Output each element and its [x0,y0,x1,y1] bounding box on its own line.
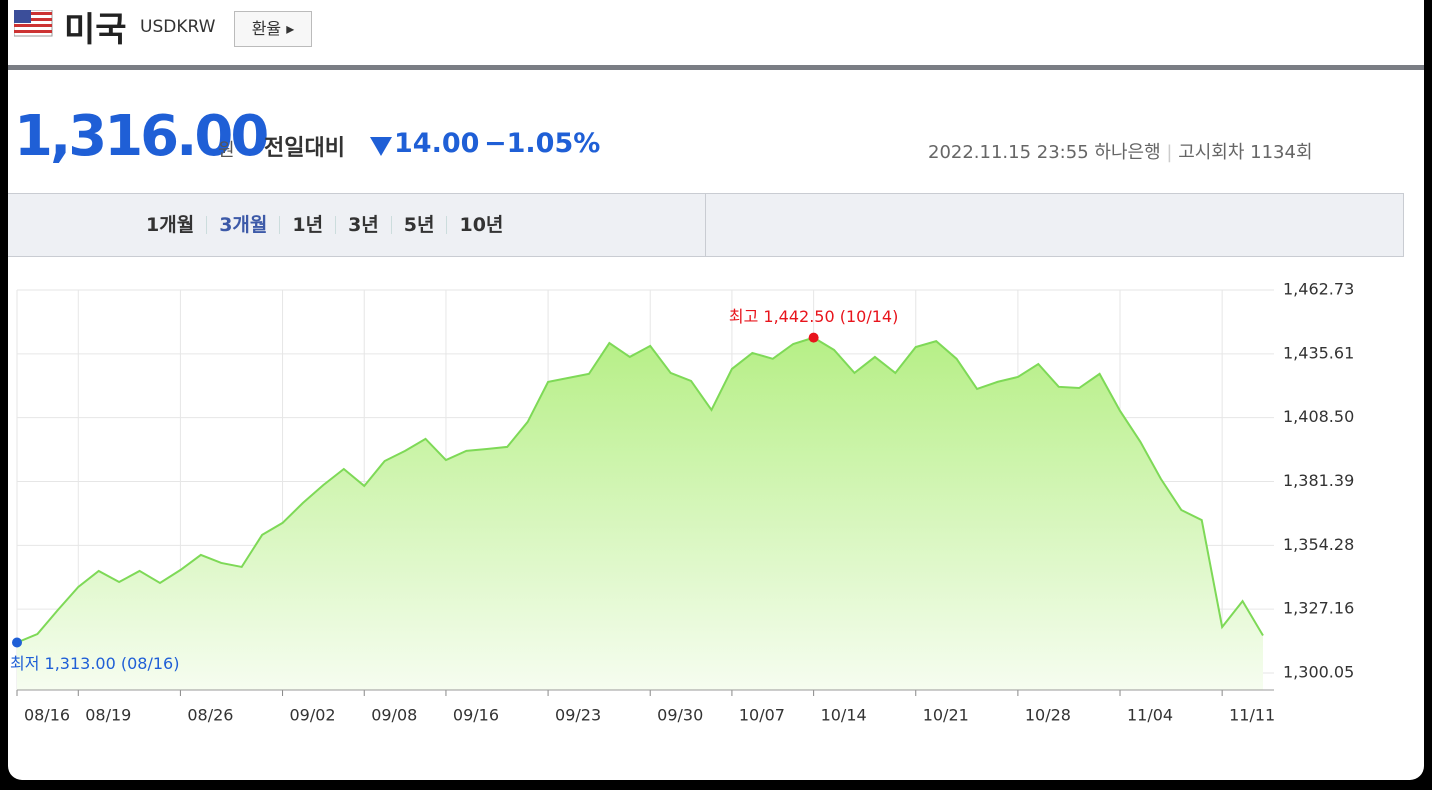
code: USDKRW [140,17,216,37]
period-tab[interactable]: 10년 [459,214,504,236]
x-tick-label: 10/07 [739,706,785,725]
y-tick-label: 1,462.73 [1283,280,1354,299]
y-tick-label: 1,408.50 [1283,407,1354,426]
x-tick-label: 08/16 [24,706,70,725]
round: 고시회차 1134회 [1178,142,1313,163]
x-tick-label: 08/26 [187,706,233,725]
price-unit: 원 [218,140,235,161]
x-tick-label: 09/23 [555,706,601,725]
x-tick-label: 08/19 [85,706,131,725]
period-tab[interactable]: 1년 [280,216,337,235]
country: 미국 [64,10,127,50]
y-tick-label: 1,300.05 [1283,663,1354,682]
y-tick-label: 1,381.39 [1283,471,1354,490]
low-marker [12,637,22,648]
period-tab[interactable]: 5년 [392,216,448,235]
price: 1,316.00 [14,104,269,169]
period-tab[interactable]: 1개월 [134,216,208,235]
down-arrow [370,137,392,156]
chart: 1,300.05 1,327.16 1,354.28 1,381.39 1,408.50… [10,280,1354,725]
area [17,337,1263,690]
x-tick-label: 09/16 [453,706,499,725]
line [16,336,1264,644]
change-label: 전일대비 [264,136,345,161]
change-pct: −1.05% [484,128,601,159]
x-tick-label: 10/28 [1025,706,1071,725]
period-tabs: 1개월 3개월 1년 3년 5년 10년 [8,193,1404,257]
rate-button[interactable]: 환율 ▸ [234,11,312,47]
period-tab[interactable]: 3년 [336,216,392,235]
x-tick-label: 09/30 [657,706,703,725]
divider [8,65,1424,70]
datetime: 2022.11.15 23:55 [928,142,1089,163]
x-tick-label: 09/02 [289,706,335,725]
high-marker [808,332,819,343]
x-tick-label: 11/11 [1229,706,1275,725]
y-tick-label: 1,354.28 [1283,535,1354,554]
change: 14.00 [394,128,480,159]
x-tick-label: 09/08 [371,706,417,725]
panel: 미국 USDKRW 환율 ▸ 1,316.00 원 전일대비 14.00 −1.… [8,0,1424,780]
y-tick-label: 1,435.61 [1283,343,1354,362]
rate-button-label: 환율 [251,19,282,38]
flag [14,10,53,37]
x-tick-label: 10/21 [923,706,969,725]
high-label: 최고 1,442.50 (10/14) [729,307,898,326]
x-tick-label: 10/14 [821,706,867,725]
tab-row: 1개월 3개월 1년 3년 5년 10년 [134,216,515,235]
low-label: 최저 1,313.00 (08/16) [10,654,179,673]
quote-info: 2022.11.15 23:55 하나은행 | 고시회차 1134회 [928,142,1313,163]
period-tab[interactable]: 3개월 [207,216,281,235]
tab-divider [705,194,706,256]
x-tick-label: 11/04 [1127,706,1173,725]
y-tick-label: 1,327.16 [1283,599,1354,618]
bank: 하나은행 [1094,142,1161,163]
